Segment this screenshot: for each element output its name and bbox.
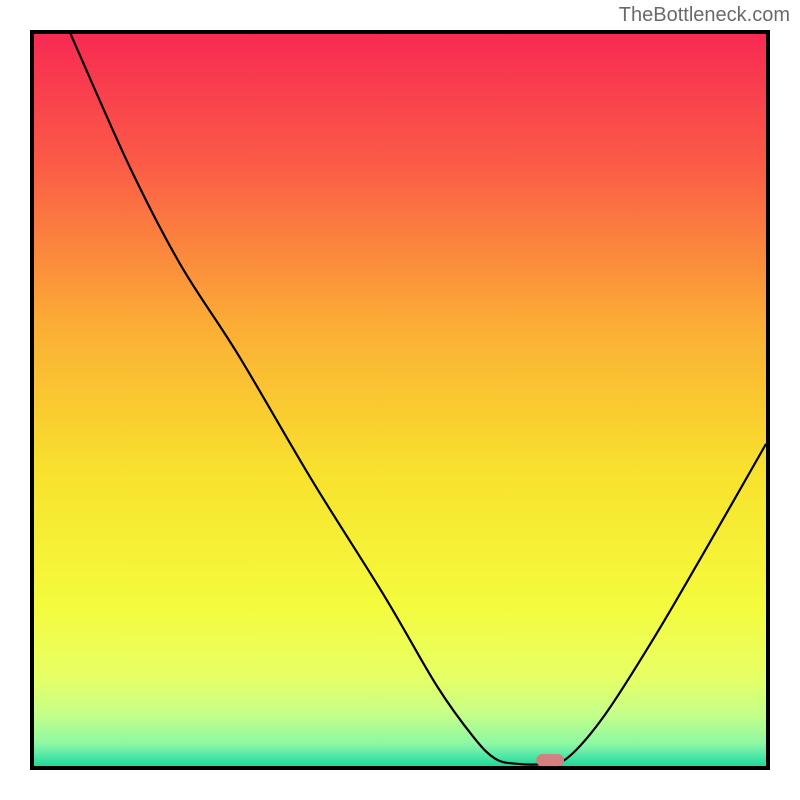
optimal-marker (536, 754, 564, 766)
plot-frame (30, 30, 770, 770)
bottleneck-curve (34, 34, 766, 766)
chart-container: TheBottleneck.com (0, 0, 800, 800)
watermark-text: TheBottleneck.com (619, 4, 790, 27)
plot-inner (34, 34, 766, 766)
